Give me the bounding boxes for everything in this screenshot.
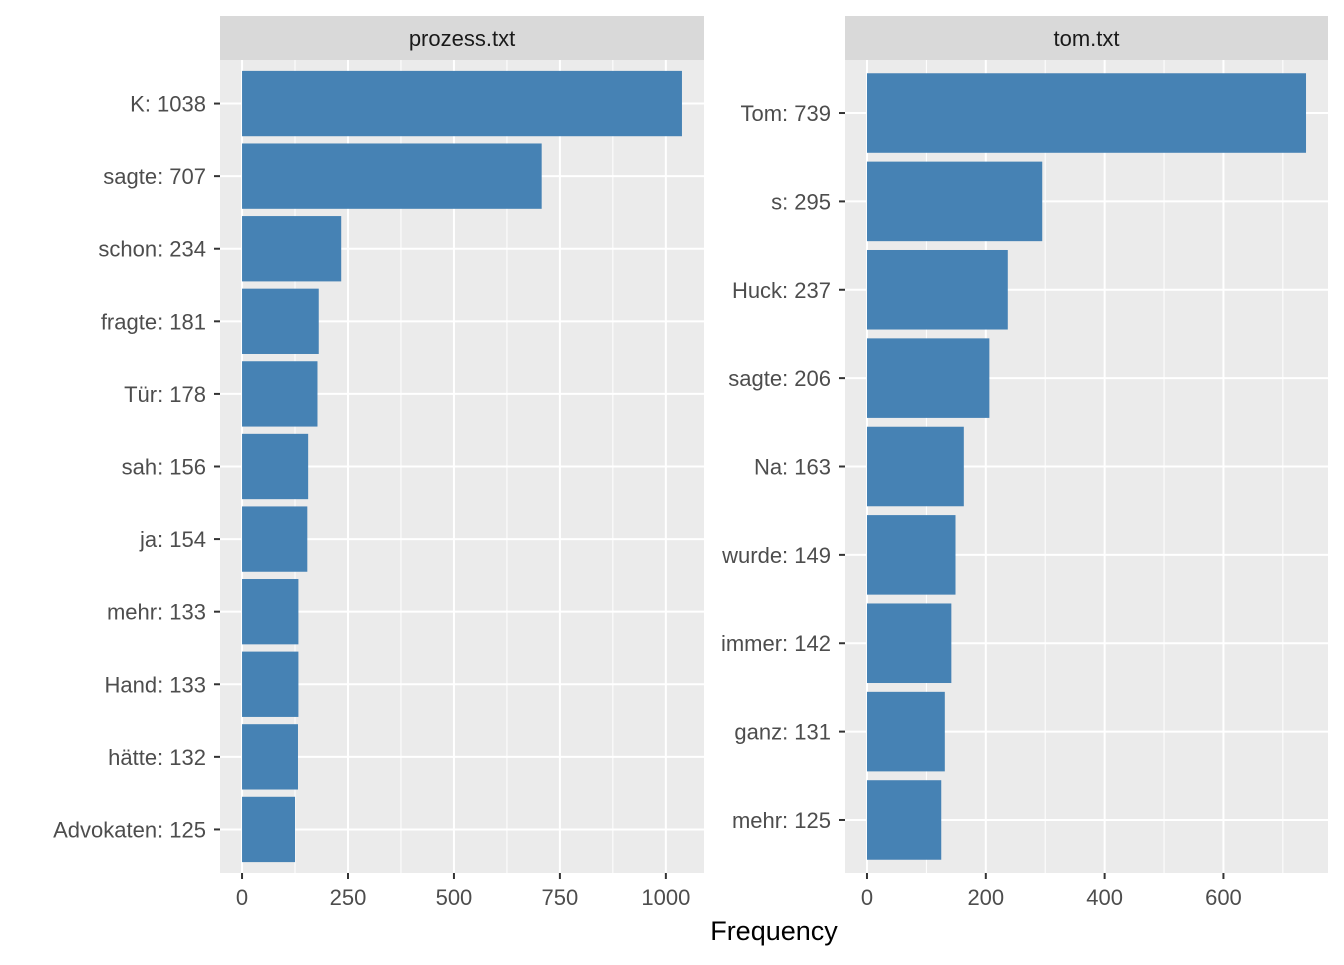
x-tick-label-1-0: 0: [861, 885, 873, 910]
y-tick-label-1-0: Tom: 739: [741, 101, 832, 126]
bar-1-8: [866, 780, 942, 860]
bar-1-6: [866, 603, 952, 684]
bar-1-4: [866, 426, 964, 507]
facet-strip-1: [845, 16, 1328, 60]
y-tick-label-0-1: sagte: 707: [103, 164, 206, 189]
x-tick-label-1-2: 400: [1086, 885, 1123, 910]
facet-title-0: prozess.txt: [409, 26, 515, 51]
y-tick-label-1-5: wurde: 149: [721, 543, 831, 568]
bar-0-5: [242, 433, 309, 500]
bar-0-7: [242, 579, 299, 645]
bar-0-1: [242, 143, 542, 209]
y-tick-label-0-3: fragte: 181: [101, 309, 206, 334]
y-tick-label-1-7: ganz: 131: [734, 720, 831, 745]
y-tick-label-1-6: immer: 142: [721, 631, 831, 656]
y-tick-label-0-6: ja: 154: [139, 527, 206, 552]
x-tick-label-0-2: 500: [436, 885, 473, 910]
y-tick-label-1-3: sagte: 206: [728, 366, 831, 391]
y-tick-label-0-4: Tür: 178: [124, 382, 206, 407]
bar-1-5: [866, 515, 956, 595]
facet-title-1: tom.txt: [1053, 26, 1119, 51]
x-tick-label-1-1: 200: [967, 885, 1004, 910]
x-tick-label-0-3: 750: [542, 885, 579, 910]
y-tick-label-0-8: Hand: 133: [104, 672, 206, 697]
bar-0-0: [242, 70, 682, 137]
bar-1-1: [866, 161, 1043, 242]
x-axis-title: Frequency: [710, 916, 838, 946]
bar-1-0: [866, 73, 1307, 153]
bar-0-3: [242, 288, 319, 354]
y-tick-label-0-2: schon: 234: [98, 237, 206, 262]
y-tick-label-1-2: Huck: 237: [732, 278, 831, 303]
bar-1-7: [866, 691, 945, 772]
x-tick-label-0-1: 250: [330, 885, 367, 910]
bar-0-4: [242, 361, 318, 427]
bar-1-3: [866, 338, 990, 418]
x-tick-label-1-3: 600: [1205, 885, 1242, 910]
facet-strip-0: [220, 16, 704, 60]
bar-0-10: [242, 796, 296, 863]
bar-0-9: [242, 724, 298, 790]
y-tick-label-0-5: sah: 156: [122, 455, 206, 480]
y-tick-label-1-1: s: 295: [771, 189, 831, 214]
bar-1-2: [866, 249, 1008, 330]
y-tick-label-0-10: Advokaten: 125: [53, 817, 206, 842]
bar-0-6: [242, 506, 308, 572]
y-tick-label-1-8: mehr: 125: [732, 808, 831, 833]
y-tick-label-0-0: K: 1038: [130, 92, 206, 117]
bar-0-2: [242, 216, 342, 282]
y-tick-label-0-9: hätte: 132: [108, 745, 206, 770]
bar-0-8: [242, 651, 299, 717]
y-tick-label-0-7: mehr: 133: [107, 600, 206, 625]
x-tick-label-0-4: 1000: [641, 885, 690, 910]
x-tick-label-0-0: 0: [236, 885, 248, 910]
y-tick-label-1-4: Na: 163: [754, 455, 831, 480]
